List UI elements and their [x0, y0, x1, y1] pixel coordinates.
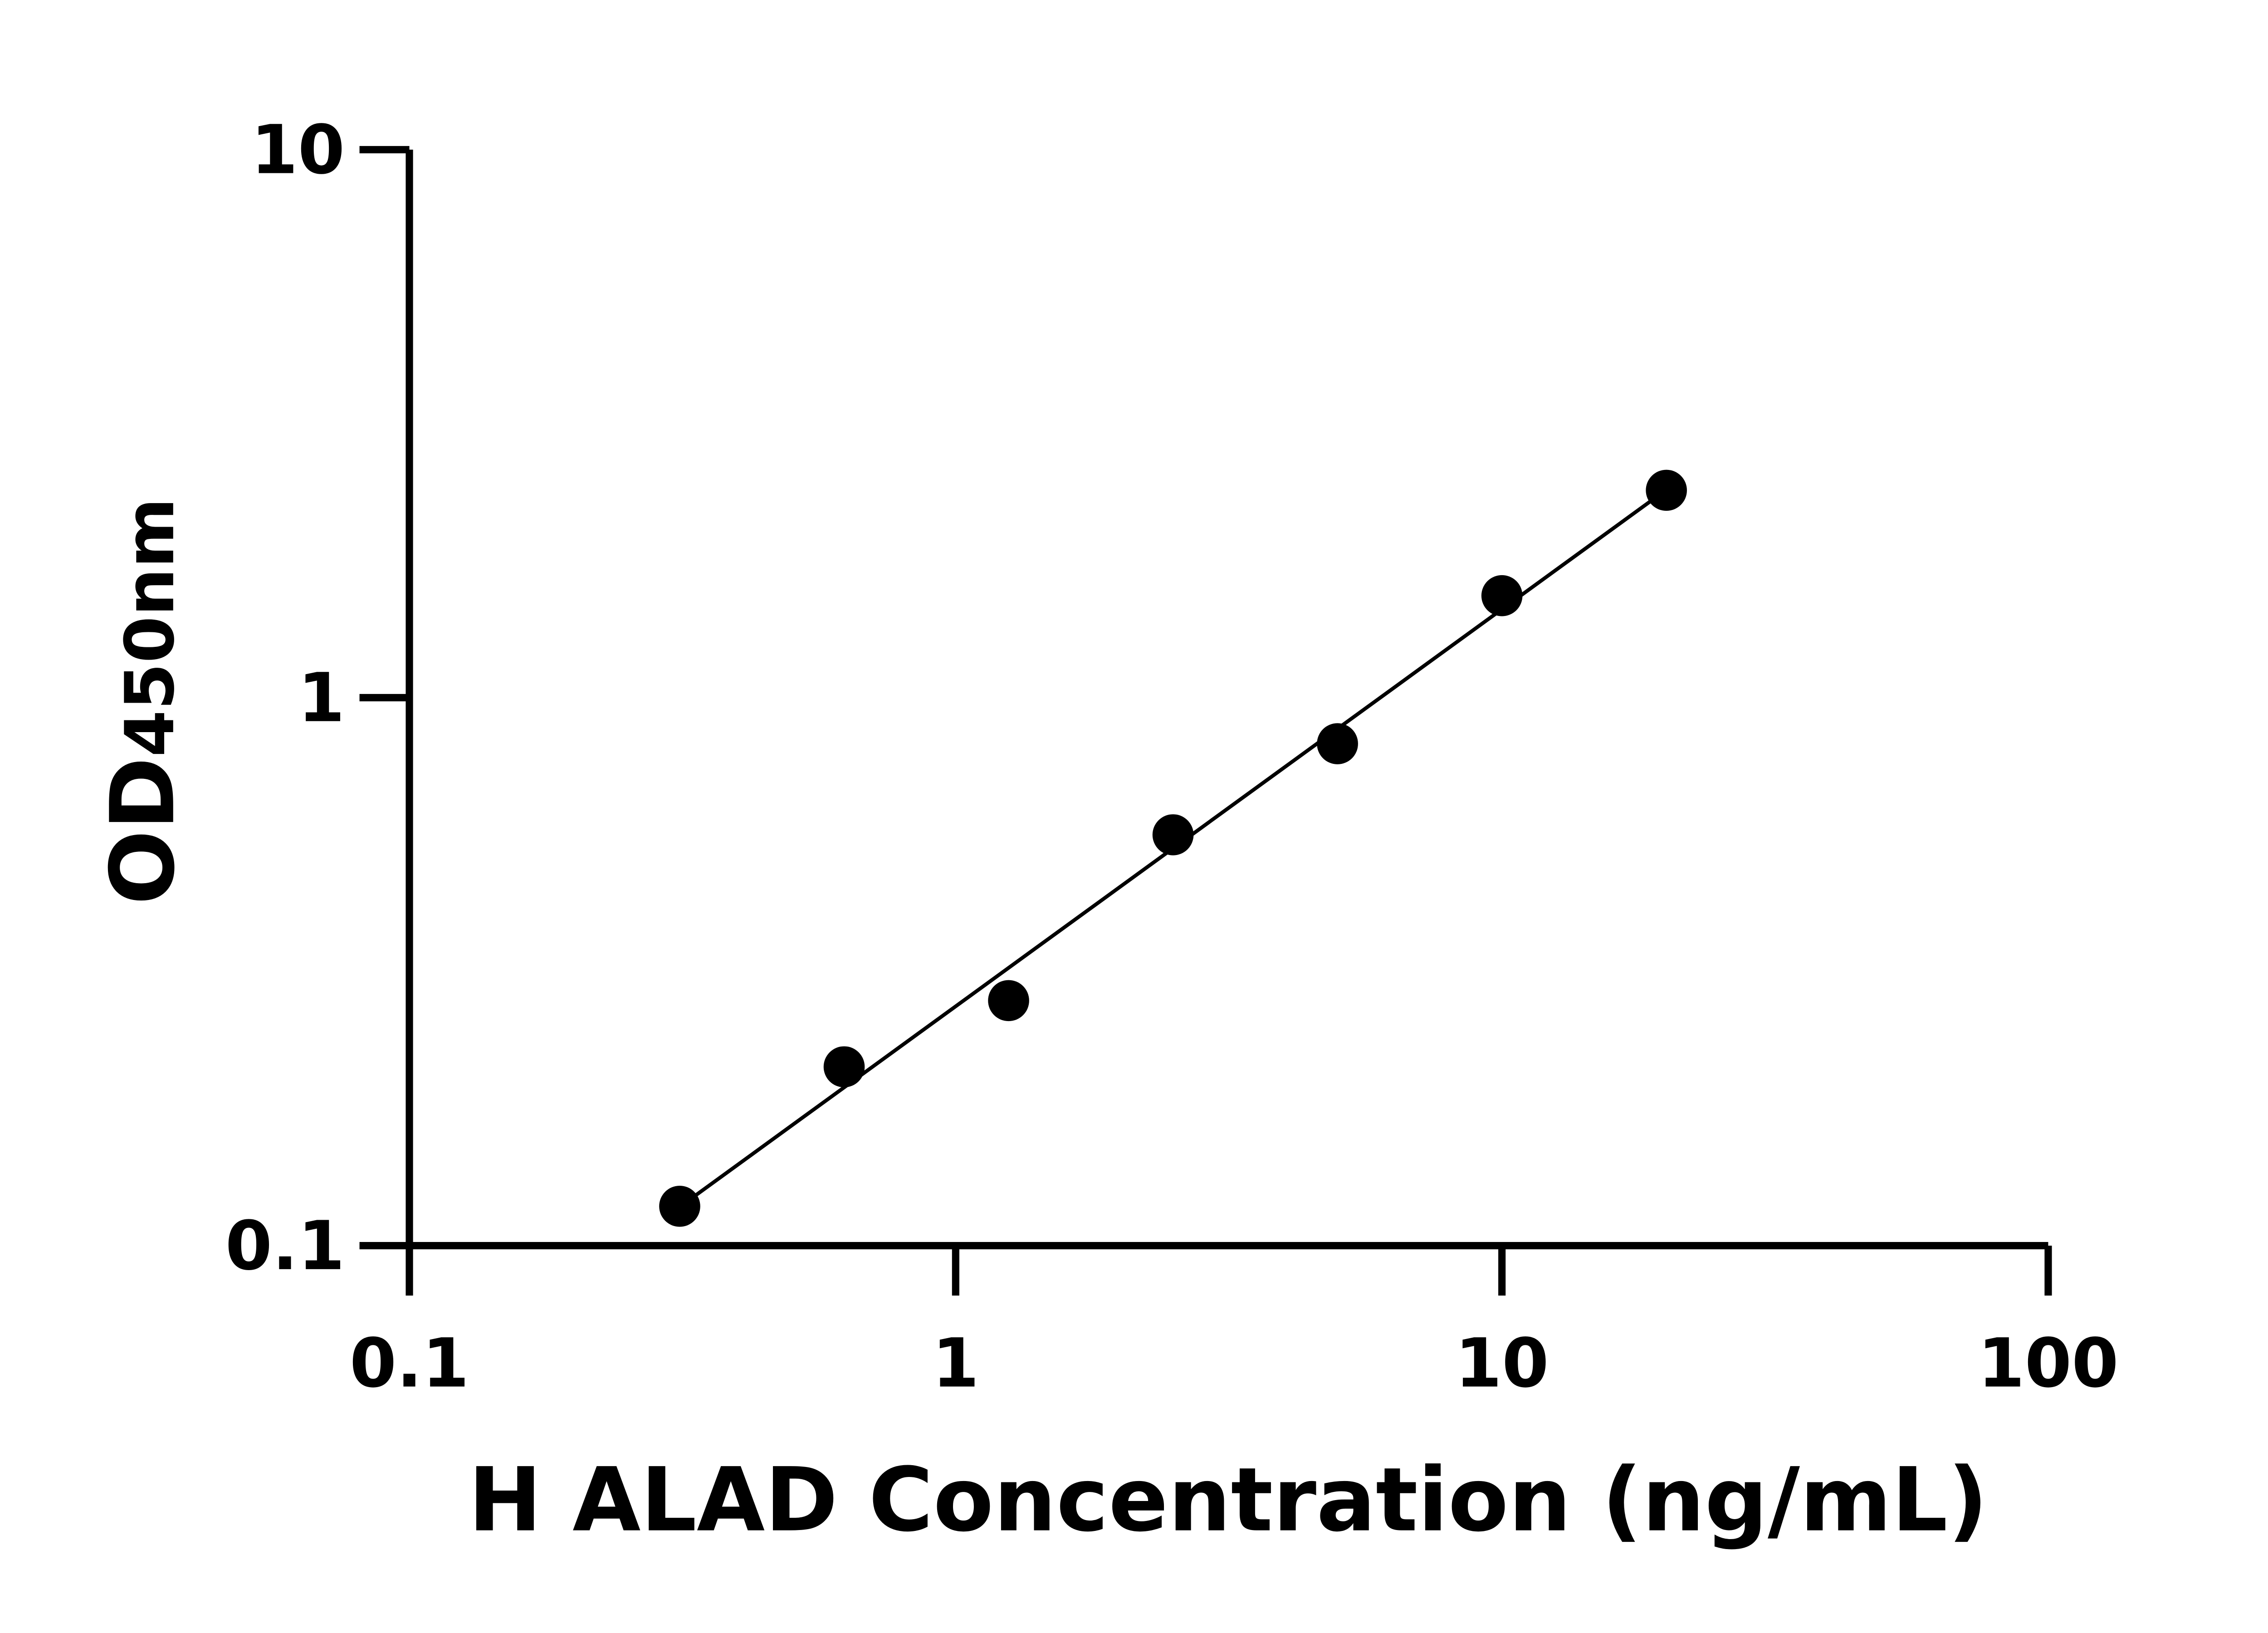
- data-point: [659, 1185, 700, 1227]
- data-point: [1481, 575, 1523, 616]
- y-tick-label: 10: [251, 111, 345, 190]
- data-points: [659, 469, 1687, 1227]
- data-point: [988, 980, 1029, 1022]
- data-point: [1317, 723, 1358, 764]
- y-tick-label: 1: [298, 659, 345, 738]
- y-tick-label: 0.1: [225, 1207, 345, 1286]
- x-axis-title: H ALAD Concentration (ng/mL): [468, 1449, 1988, 1551]
- x-tick-label: 0.1: [350, 1325, 469, 1403]
- x-tick-label: 100: [1978, 1325, 2119, 1403]
- y-axis-title: OD450nm: [92, 498, 194, 905]
- axes: 0.1 1 10 100 0.1 1 10: [225, 111, 2119, 1403]
- x-tick-label: 1: [932, 1325, 979, 1403]
- y-axis-title-sub: 450nm: [111, 498, 190, 757]
- data-point: [1152, 814, 1194, 856]
- y-axis-title-main: OD: [92, 757, 194, 905]
- x-tick-label: 10: [1455, 1325, 1549, 1403]
- data-point: [1646, 469, 1687, 511]
- data-point: [823, 1046, 865, 1088]
